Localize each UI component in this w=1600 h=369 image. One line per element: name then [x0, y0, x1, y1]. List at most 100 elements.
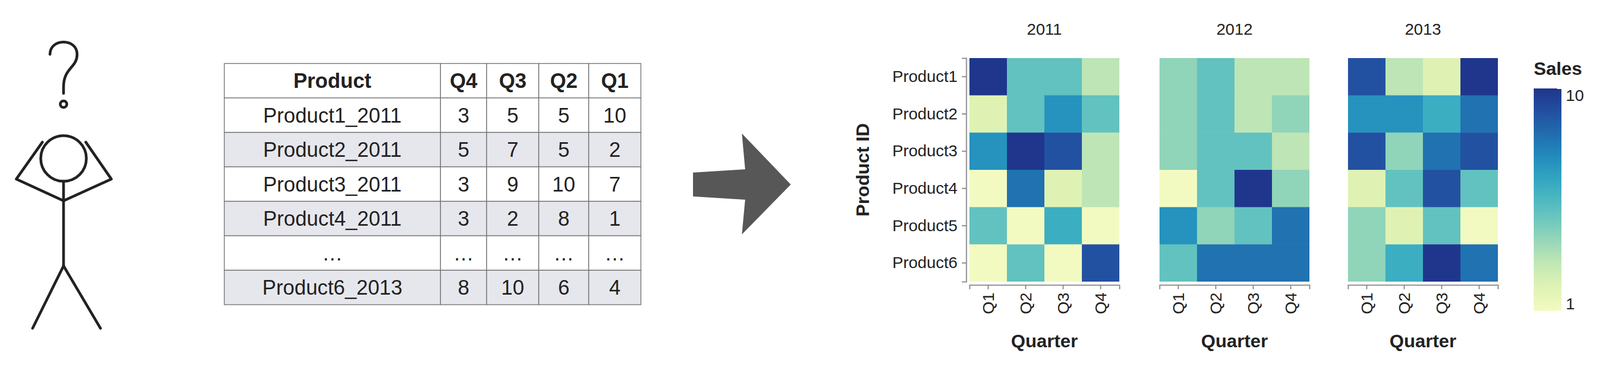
- table-cell: [538, 201, 589, 237]
- heatmap-cell: [1385, 207, 1424, 245]
- x-tick-mark: [1025, 285, 1027, 290]
- y-tick-mark: [961, 225, 967, 227]
- table-cell-text: …: [553, 242, 575, 266]
- heatmap-cell: [1347, 169, 1387, 208]
- colorbar-tick-label: 10: [1565, 86, 1584, 105]
- x-axis-line: [969, 285, 1120, 291]
- table-cell: [440, 201, 487, 237]
- heatmap-cell: [1159, 132, 1198, 170]
- x-tick-label: Q1: [979, 292, 998, 315]
- x-tick-mark: [987, 285, 990, 290]
- heatmap-cell: [1006, 169, 1045, 208]
- heatmap-cell: [1460, 58, 1498, 96]
- heatmap-cell: [1234, 132, 1273, 170]
- table-header-cell: [486, 63, 539, 99]
- x-tick-label: Q1: [1357, 292, 1376, 315]
- heatmap-cell: [1271, 95, 1310, 134]
- heatmap-cell: [1422, 132, 1461, 170]
- heatmap-cell: [1385, 244, 1424, 282]
- table-cell: [538, 167, 589, 203]
- x-tick-mark: [1215, 285, 1217, 290]
- x-tick: Q1: [1357, 285, 1376, 315]
- heatmap-cell: [1006, 58, 1045, 96]
- x-tick-mark: [1366, 285, 1368, 290]
- table-cell: [538, 236, 589, 272]
- colorbar-title: Sales: [1533, 58, 1583, 79]
- table-cell-text: 6: [557, 276, 570, 300]
- x-tick-label: Q3: [1244, 292, 1263, 315]
- x-tick-label: Q1: [1169, 292, 1188, 315]
- table-cell: [486, 132, 539, 168]
- y-tick-label: Product1: [892, 67, 958, 86]
- heatmap-cell: [969, 132, 1008, 170]
- table-cell: [588, 98, 641, 134]
- x-tick-mark: [1062, 285, 1064, 290]
- heatmap-cell: [1422, 95, 1461, 134]
- x-axis: Q1Q2Q3Q4: [969, 285, 1120, 315]
- x-tick: Q2: [1016, 285, 1035, 315]
- heatmap-cell: [1422, 169, 1461, 208]
- y-tick-label: Product5: [892, 216, 958, 235]
- y-tick: Product2: [892, 104, 967, 123]
- heatmap-panel: 2013Q1Q2Q3Q4Quarter: [1347, 20, 1499, 352]
- table-cell: [224, 236, 441, 272]
- table-cell: [224, 132, 441, 168]
- panel-title: 2012: [1216, 20, 1253, 39]
- heatmap-cell: [1460, 207, 1498, 245]
- table-cell-text: …: [502, 242, 524, 266]
- x-tick: Q4: [1470, 285, 1489, 315]
- heatmap-cell: [1422, 244, 1461, 282]
- right-arm: [63, 142, 112, 201]
- heatmap-cell: [969, 169, 1008, 208]
- heatmap-cell: [1159, 58, 1198, 96]
- table-cell-text: 10: [552, 173, 576, 197]
- y-axis: Product1Product2Product3Product4Product5…: [892, 58, 967, 283]
- y-tick: Product5: [892, 216, 967, 235]
- table-cell-text: …: [453, 242, 475, 266]
- table-cell-text: Product3_2011: [263, 173, 402, 197]
- x-tick-mark: [1290, 285, 1292, 290]
- table-cell-text: 7: [506, 138, 519, 162]
- x-tick: Q2: [1206, 285, 1225, 315]
- heatmap-cell: [1006, 95, 1045, 134]
- table-cell-text: 8: [457, 276, 470, 300]
- table-header-cell: [224, 63, 441, 99]
- heatmap-cell: [1460, 132, 1498, 170]
- table-cell: [588, 270, 641, 306]
- heatmap-cell: [969, 207, 1008, 245]
- table-cell-text: 5: [557, 104, 570, 128]
- table-header-text: Q3: [499, 69, 527, 93]
- body: [62, 181, 66, 267]
- heatmap-cell: [1006, 207, 1045, 245]
- heatmap-cell: [1234, 169, 1273, 208]
- heatmap-cell: [1159, 169, 1198, 208]
- x-tick-mark: [1403, 285, 1406, 290]
- x-tick-mark: [1441, 285, 1443, 290]
- heatmap-cell: [1234, 58, 1273, 96]
- x-tick-mark: [1100, 285, 1102, 290]
- heatmap-cell: [1081, 207, 1120, 245]
- heatmap-cell: [969, 58, 1008, 96]
- table-cell-text: 3: [457, 104, 470, 128]
- colorbar-tick: [1557, 87, 1562, 90]
- question-mark: [49, 42, 78, 94]
- heatmap-cell: [1460, 169, 1498, 208]
- left-leg: [32, 266, 64, 329]
- heatmap-cell: [1422, 207, 1461, 245]
- table-header-text: Q1: [601, 69, 629, 93]
- table-cell: [588, 201, 641, 237]
- heatmap-cell: [969, 95, 1008, 134]
- heatmap-cell: [1271, 244, 1310, 282]
- heatmap-cell: [1197, 95, 1236, 134]
- cells: [1159, 58, 1310, 282]
- x-tick: Q2: [1395, 285, 1414, 315]
- heatmap-cell: [1347, 132, 1387, 170]
- table-cell: [588, 132, 641, 168]
- y-tick: Product1: [892, 67, 967, 86]
- heatmap-cell: [1422, 58, 1461, 96]
- heatmap-cell: [1044, 244, 1083, 282]
- x-tick-mark: [1252, 285, 1255, 290]
- table-cell-text: 7: [608, 173, 621, 197]
- x-tick: Q1: [1169, 285, 1188, 315]
- x-axis-title: Quarter: [1011, 330, 1079, 352]
